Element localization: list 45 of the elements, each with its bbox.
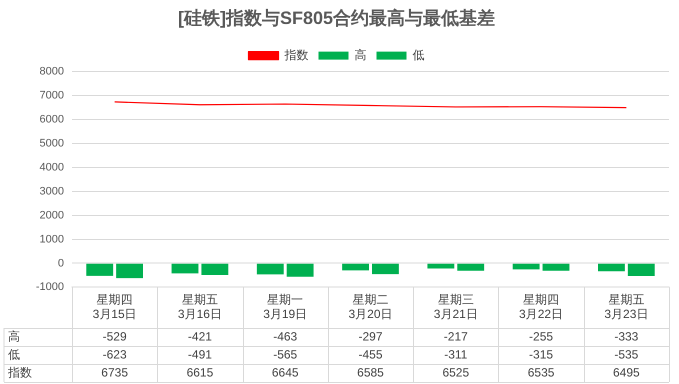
data-label: 6585 [357,365,384,380]
y-tick-label: 1000 [40,233,64,246]
text: 高 [8,329,20,344]
data-label: 6525 [442,365,470,380]
y-tick-label: 3000 [40,185,64,198]
y-tick-label: -1000 [36,281,64,294]
y-tick-label: 6000 [40,114,64,126]
x-tick-label: 星期四 3月15日 [92,292,137,322]
x-tick-label: 星期一 3月19日 [263,292,308,322]
data-label: 6645 [272,365,299,380]
data-label: -623 [102,347,127,362]
chart-title: [硅铁]指数与SF805合约最高与最低基差 [178,8,496,28]
x-tick-label: 星期三 3月21日 [434,292,478,322]
legend-label: 指数 [284,48,308,62]
y-tick-label: 8000 [40,66,64,78]
data-label: -565 [273,347,298,362]
y-tick-label: 2000 [40,209,64,222]
data-label: -311 [444,347,468,362]
data-label: -255 [529,329,554,344]
data-label: -455 [358,347,383,362]
legend-label: 高 [354,48,366,62]
data-label: 6735 [101,365,128,380]
data-label: -333 [614,329,639,344]
data-label: 6615 [186,365,214,380]
data-label: -535 [614,347,639,362]
data-label: -529 [102,329,127,344]
data-label: -463 [273,329,298,344]
x-tick-label: 星期五 3月16日 [178,292,222,322]
text: 指数 [8,365,32,380]
data-label: -297 [358,329,383,344]
x-tick-label: 星期五 3月23日 [604,292,648,322]
data-label: -421 [188,329,212,344]
x-tick-label: 星期二 3月20日 [348,292,393,322]
legend-label: 低 [412,48,424,62]
x-tick-label: 星期四 3月22日 [519,292,564,322]
data-label: 6495 [613,365,640,380]
y-tick-label: 4000 [40,161,64,174]
data-label: -491 [188,347,212,362]
data-label: -315 [529,347,554,362]
y-tick-label: 5000 [40,138,64,150]
data-label: -217 [444,329,468,344]
text: 低 [8,347,20,362]
y-tick-label: 7000 [40,90,64,102]
y-tick-label: 0 [58,257,64,270]
data-label: 6535 [528,365,555,380]
